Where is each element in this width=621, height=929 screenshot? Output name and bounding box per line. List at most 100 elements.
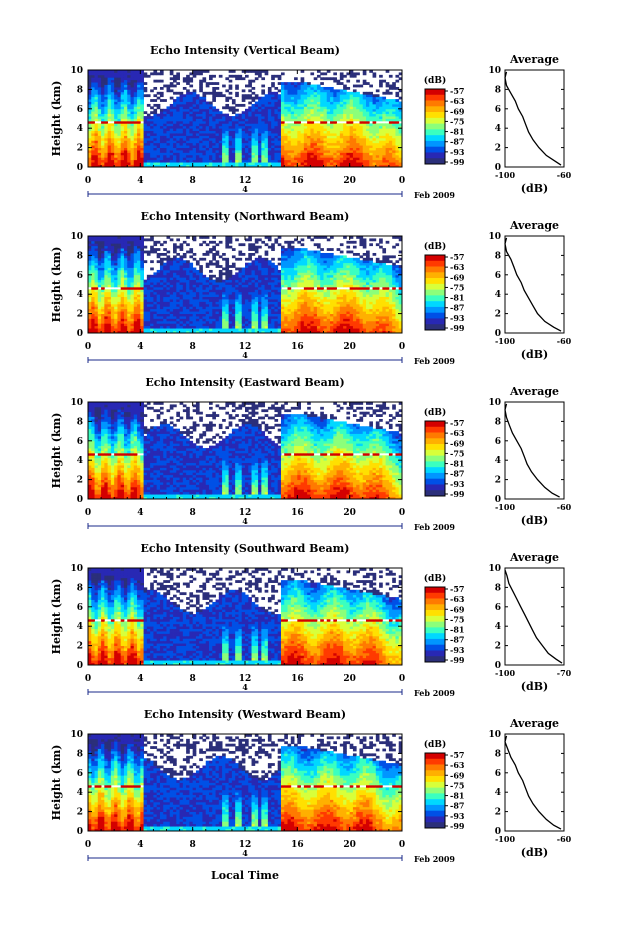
heatmap-cell — [101, 94, 105, 98]
heatmap-cell — [97, 316, 102, 319]
heatmap-cell — [382, 108, 387, 112]
heatmap-cell — [130, 118, 135, 122]
heatmap-cell — [104, 306, 109, 310]
heatmap-cell — [189, 152, 194, 156]
heatmap-cell — [101, 313, 105, 317]
heatmap-cell — [280, 159, 285, 163]
heatmap-cell — [150, 325, 154, 329]
heatmap-cell — [274, 128, 279, 132]
heatmap-cell — [372, 120, 377, 124]
heatmap-cell — [339, 130, 344, 134]
heatmap-cell — [267, 145, 272, 148]
heatmap-cell — [323, 101, 328, 105]
heatmap-cell — [186, 323, 190, 327]
heatmap-cell — [97, 106, 102, 110]
heatmap-cell — [326, 137, 331, 141]
heatmap-cell — [241, 284, 246, 288]
heatmap-cell — [261, 120, 266, 124]
heatmap-cell — [91, 133, 95, 136]
heatmap-cell — [346, 72, 351, 76]
heatmap-cell — [241, 135, 246, 139]
heatmap-cell — [173, 325, 177, 329]
heatmap-cell — [284, 103, 288, 107]
heatmap-cell — [228, 313, 233, 317]
heatmap-cell — [117, 243, 122, 247]
heatmap-cell — [297, 125, 301, 129]
heatmap-cell — [330, 118, 334, 122]
heatmap-cell — [261, 162, 266, 165]
heatmap-cell — [189, 130, 194, 134]
heatmap-cell — [271, 113, 275, 117]
heatmap-cell — [284, 96, 288, 100]
heatmap-cell — [231, 154, 236, 158]
heatmap-cell — [140, 113, 144, 117]
heatmap-cell — [316, 142, 321, 146]
heatmap-cell — [218, 296, 223, 300]
heatmap-cell — [186, 282, 190, 285]
heatmap-cell — [107, 164, 112, 168]
heatmap-cell — [199, 103, 203, 107]
heatmap-cell — [120, 135, 125, 139]
heatmap-cell — [202, 108, 207, 112]
heatmap-cell — [150, 130, 154, 134]
heatmap-cell — [222, 284, 226, 288]
heatmap-cell — [127, 255, 131, 259]
heatmap-cell — [107, 79, 112, 83]
heatmap-cell — [150, 159, 154, 163]
heatmap-cell — [146, 238, 151, 242]
heatmap-cell — [228, 289, 233, 293]
heatmap-cell — [156, 150, 161, 153]
heatmap-cell — [91, 299, 95, 302]
heatmap-cell — [120, 257, 125, 261]
heatmap-cell — [379, 125, 383, 129]
heatmap-cell — [133, 262, 138, 266]
heatmap-cell — [235, 152, 239, 156]
heatmap-cell — [343, 108, 347, 112]
heatmap-cell — [231, 106, 236, 110]
heatmap-cell — [120, 320, 125, 324]
heatmap-cell — [307, 86, 311, 90]
heatmap-cell — [212, 311, 216, 314]
heatmap-cell — [110, 265, 115, 268]
heatmap-cell — [169, 70, 174, 73]
heatmap-cell — [186, 294, 190, 298]
heatmap-cell — [267, 103, 272, 107]
heatmap-cell — [120, 299, 125, 302]
heatmap-cell — [179, 135, 184, 139]
heatmap-cell — [215, 111, 220, 115]
heatmap-cell — [117, 140, 122, 144]
heatmap-cell — [290, 125, 295, 129]
heatmap-cell — [313, 145, 318, 148]
heatmap-cell — [169, 164, 174, 168]
heatmap-cell — [130, 135, 135, 139]
heatmap-cell — [94, 316, 99, 319]
heatmap-cell — [195, 279, 200, 283]
heatmap-cell — [209, 164, 213, 168]
heatmap-cell — [209, 103, 213, 107]
heatmap-cell — [176, 320, 180, 324]
heatmap-cell — [222, 137, 226, 141]
heatmap-cell — [107, 86, 112, 90]
heatmap-cell — [385, 157, 390, 161]
heatmap-cell — [173, 291, 177, 295]
heatmap-cell — [202, 289, 207, 293]
heatmap-cell — [336, 106, 341, 110]
heatmap-cell — [369, 99, 373, 102]
heatmap-cell — [143, 94, 148, 98]
heatmap-cell — [140, 240, 144, 244]
heatmap-cell — [137, 296, 141, 300]
heatmap-cell — [307, 120, 311, 124]
heatmap-cell — [176, 72, 180, 76]
heatmap-cell — [110, 250, 115, 254]
heatmap-cell — [137, 157, 141, 161]
heatmap-cell — [336, 123, 341, 127]
heatmap-cell — [127, 291, 131, 295]
heatmap-cell — [333, 118, 337, 122]
heatmap-cell — [143, 245, 148, 249]
heatmap-cell — [336, 125, 341, 129]
heatmap-cell — [261, 135, 266, 139]
heatmap-cell — [107, 323, 112, 327]
heatmap-cell — [182, 282, 187, 285]
heatmap-cell — [326, 125, 331, 129]
heatmap-cell — [94, 133, 99, 136]
